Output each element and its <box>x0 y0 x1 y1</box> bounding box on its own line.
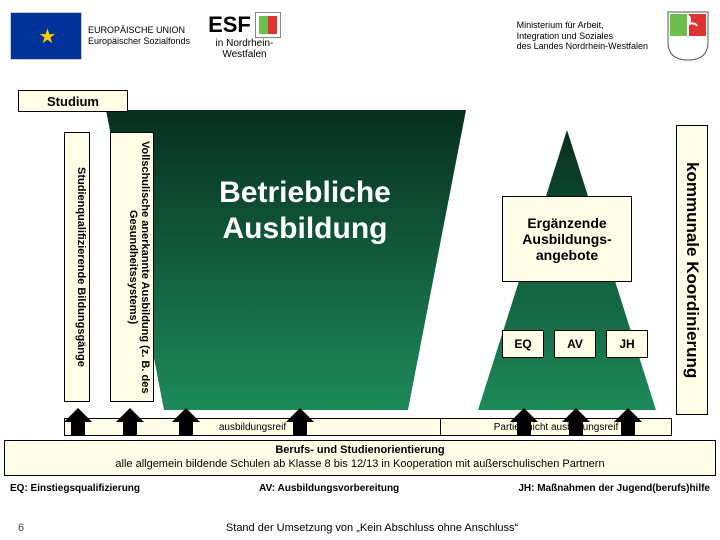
arrow-icon <box>293 420 307 436</box>
av-label: AV <box>567 337 583 351</box>
kommunale-box: kommunale Koordinierung <box>676 125 708 415</box>
av-box: AV <box>554 330 596 358</box>
ministry-l3: des Landes Nordrhein-Westfalen <box>517 41 648 52</box>
eu-flag-icon: ★ <box>10 12 82 60</box>
jh-box: JH <box>606 330 648 358</box>
arrow-icon <box>621 420 635 436</box>
esf-label: ESF <box>208 13 251 37</box>
ready-left-label: ausbildungsreif <box>219 422 286 433</box>
nrw-wappen-icon <box>666 10 710 62</box>
esf-logo: ESF in Nordrhein- Westfalen <box>208 12 281 60</box>
eq-box: EQ <box>502 330 544 358</box>
footer-text: Stand der Umsetzung von „Kein Abschluss … <box>24 522 720 534</box>
eu-logo: ★ EUROPÄISCHE UNION Europäischer Sozialf… <box>10 12 190 60</box>
erg-box: Ergänzende Ausbildungs- angebote <box>502 196 632 282</box>
main-title-l2: Ausbildung <box>200 211 410 247</box>
studium-box: Studium <box>18 90 128 112</box>
footer: 6 Stand der Umsetzung von „Kein Abschlus… <box>0 522 720 534</box>
ready-right-label: Partiell/nicht ausbildungsreif <box>494 422 619 433</box>
col-studien-label: Studienqualifizierende Bildungsgänge <box>75 167 87 367</box>
erg-l3: angebote <box>522 247 611 263</box>
erg-l1: Ergänzende <box>522 215 611 231</box>
erg-l2: Ausbildungs- <box>522 231 611 247</box>
band-sub: alle allgemein bildende Schulen ab Klass… <box>9 458 711 472</box>
ministry-l1: Ministerium für Arbeit, <box>517 20 648 31</box>
legend: EQ: Einstiegsqualifizierung AV: Ausbildu… <box>10 483 710 494</box>
eq-label: EQ <box>514 337 531 351</box>
arrow-icon <box>569 420 583 436</box>
eu-text: EUROPÄISCHE UNION Europäischer Sozialfon… <box>88 25 190 47</box>
header: ★ EUROPÄISCHE UNION Europäischer Sozialf… <box>0 0 720 72</box>
legend-jh: JH: Maßnahmen der Jugend(berufs)hilfe <box>518 483 710 494</box>
arrow-icon <box>123 420 137 436</box>
legend-av: AV: Ausbildungsvorbereitung <box>259 483 399 494</box>
col-studien: Studienqualifizierende Bildungsgänge <box>64 132 90 402</box>
col-vollschul: Vollschulische anerkannte Ausbildung (z.… <box>110 132 154 402</box>
eu-title: EUROPÄISCHE UNION <box>88 25 190 36</box>
studium-label: Studium <box>47 94 99 109</box>
esf-sub1: in Nordrhein- <box>208 38 281 49</box>
esf-sub2: Westfalen <box>208 49 281 60</box>
kommunale-label: kommunale Koordinierung <box>682 162 702 378</box>
green-shape-main <box>106 110 466 410</box>
ministry-l2: Integration und Soziales <box>517 31 648 42</box>
eu-sub: Europäischer Sozialfonds <box>88 36 190 47</box>
berufs-band: Berufs- und Studienorientierung alle all… <box>4 440 716 476</box>
legend-eq: EQ: Einstiegsqualifizierung <box>10 483 140 494</box>
ministry-text: Ministerium für Arbeit, Integration und … <box>517 20 648 52</box>
arrow-icon <box>179 420 193 436</box>
arrow-icon <box>517 420 531 436</box>
col-vollschul-label: Vollschulische anerkannte Ausbildung (z.… <box>127 141 151 393</box>
nrw-mini-icon <box>255 12 281 38</box>
main-title: Betriebliche Ausbildung <box>200 175 410 247</box>
band-title: Berufs- und Studienorientierung <box>9 444 711 458</box>
main-title-l1: Betriebliche <box>200 175 410 211</box>
arrow-icon <box>71 420 85 436</box>
jh-label: JH <box>619 337 634 351</box>
